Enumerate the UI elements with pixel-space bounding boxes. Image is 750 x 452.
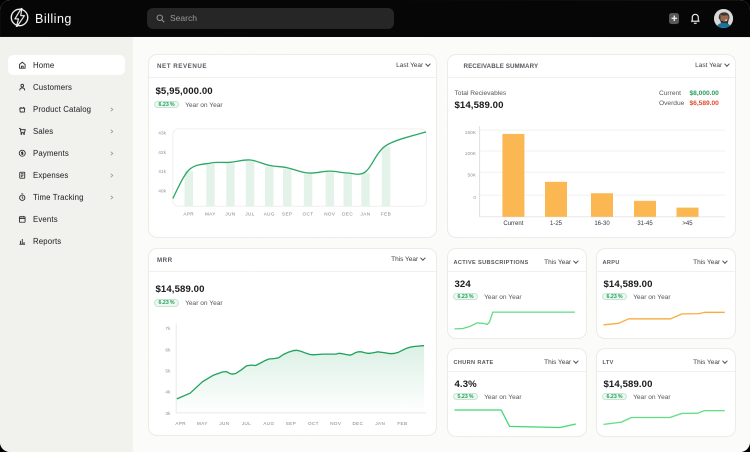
svg-text:3k: 3k (165, 411, 171, 417)
svg-text:OCT: OCT (308, 421, 319, 426)
svg-text:>45: >45 (682, 221, 693, 227)
svg-text:FEB: FEB (397, 421, 407, 426)
svg-text:150K: 150K (465, 130, 477, 136)
svg-text:41k: 41k (158, 169, 166, 175)
svg-text:MAY: MAY (197, 421, 208, 426)
svg-text:4k: 4k (165, 390, 171, 396)
svg-text:31-45: 31-45 (637, 221, 653, 227)
svg-text:AUG: AUG (263, 421, 274, 426)
svg-text:JAN: JAN (361, 211, 371, 216)
svg-text:0: 0 (473, 195, 476, 201)
svg-text:42k: 42k (158, 150, 166, 156)
svg-text:50K: 50K (467, 172, 476, 178)
svg-text:DEC: DEC (342, 211, 353, 216)
svg-text:JUN: JUN (219, 421, 229, 426)
svg-text:JUL: JUL (242, 421, 251, 426)
svg-text:43k: 43k (158, 131, 166, 137)
svg-text:SEP: SEP (286, 421, 296, 426)
svg-text:OCT: OCT (303, 211, 314, 216)
svg-text:MAY: MAY (205, 211, 216, 216)
svg-text:100K: 100K (465, 151, 477, 157)
svg-text:SEP: SEP (282, 211, 292, 216)
svg-text:JAN: JAN (375, 421, 385, 426)
svg-text:Current: Current (503, 221, 523, 227)
svg-text:40k: 40k (158, 188, 166, 194)
svg-text:16-30: 16-30 (594, 221, 610, 227)
svg-text:APR: APR (183, 211, 194, 216)
svg-text:NOV: NOV (324, 211, 336, 216)
svg-text:1-25: 1-25 (550, 221, 563, 227)
svg-text:7k: 7k (165, 326, 171, 332)
svg-text:6k: 6k (165, 347, 171, 353)
svg-text:JUN: JUN (225, 211, 235, 216)
svg-text:FEB: FEB (381, 211, 391, 216)
svg-text:5k: 5k (165, 368, 171, 374)
svg-text:AUG: AUG (264, 211, 275, 216)
svg-text:DEC: DEC (352, 421, 363, 426)
svg-text:NOV: NOV (330, 421, 342, 426)
svg-text:JUL: JUL (245, 211, 254, 216)
svg-text:APR: APR (175, 421, 186, 426)
